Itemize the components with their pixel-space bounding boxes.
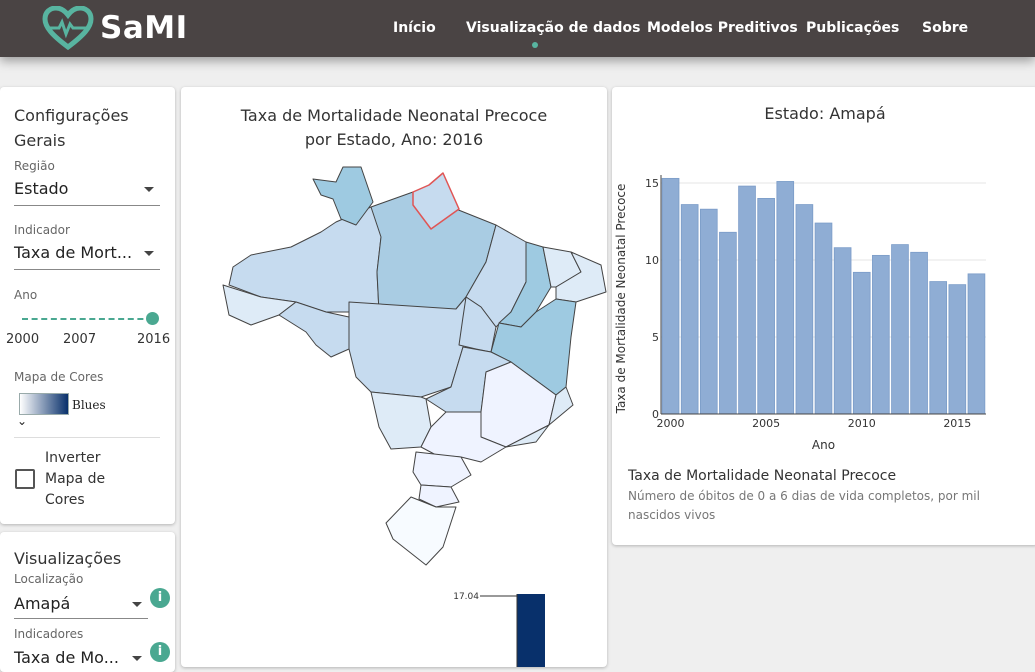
x-tick-label: 2015 (943, 417, 971, 430)
indicadores-select[interactable]: Taxa de Mo... (14, 648, 148, 672)
indicador-label: Indicador (14, 223, 70, 237)
bar[interactable] (757, 198, 775, 415)
indicador-value: Taxa de Mort... (14, 243, 133, 262)
nav-visualizacao[interactable]: Visualização de dados (466, 20, 641, 36)
ano-tick-2016: 2016 (137, 332, 171, 347)
y-tick-label: 10 (645, 254, 659, 267)
chevron-down-icon (144, 251, 154, 256)
mapa-cores-label: Mapa de Cores (14, 370, 104, 384)
map-title: Taxa de Mortalidade Neonatal Precoce por… (181, 104, 607, 152)
state-mato-grosso-sul (370, 391, 432, 450)
vis-card: Visualizações Localização Amapá i Indica… (0, 532, 175, 672)
heart-pulse-icon (42, 6, 94, 50)
state-mato-grosso (348, 296, 467, 398)
indicador-select[interactable]: Taxa de Mort... (14, 243, 160, 270)
y-tick-label: 0 (652, 408, 659, 421)
bar[interactable] (814, 222, 833, 415)
indicadores-label: Indicadores (14, 627, 84, 641)
state-roraima (312, 166, 374, 226)
localizacao-select[interactable]: Amapá (14, 594, 148, 619)
description-text: Número de óbitos de 0 a 6 dias de vida c… (628, 489, 980, 522)
brazil-map[interactable]: 17.04 (181, 87, 607, 667)
nav-sobre[interactable]: Sobre (922, 20, 969, 36)
x-tick-label: 2010 (848, 417, 876, 430)
y-axis-label: Taxa de Mortalidade Neonatal Precoce (614, 184, 628, 415)
bar[interactable] (967, 273, 986, 415)
bar[interactable] (795, 204, 814, 415)
bar-chart[interactable]: 0 5 10 15 2000 2005 2010 2015 Ano Taxa de Mortali… (612, 87, 1035, 457)
nav-publicacoes[interactable]: Publicações (806, 20, 900, 36)
scale-max-label: 17.04 (453, 592, 479, 602)
color-scale-bar (517, 594, 545, 667)
bar[interactable] (891, 244, 909, 415)
bar[interactable] (833, 247, 852, 415)
x-axis-label: Ano (812, 438, 835, 452)
chart-card: Estado: Amapá 0 5 10 15 2000 2005 2010 2015 Ano T… (612, 87, 1035, 545)
state-rondonia (278, 301, 350, 358)
bar[interactable] (910, 251, 928, 415)
ano-label: Ano (14, 288, 38, 302)
bar[interactable] (929, 281, 948, 415)
ano-slider-track[interactable] (22, 318, 153, 320)
colormap-swatch[interactable] (19, 393, 69, 415)
bar[interactable] (776, 181, 795, 415)
chevron-down-icon (132, 602, 142, 607)
active-nav-indicator (532, 42, 538, 48)
state-santa-catarina (418, 484, 460, 508)
map-title-line1: Taxa de Mortalidade Neonatal Precoce (240, 106, 548, 125)
regiao-label: Região (14, 159, 55, 173)
brand[interactable]: SaMI (42, 6, 188, 50)
localizacao-value: Amapá (14, 594, 71, 613)
nav-modelos[interactable]: Modelos Preditivos (647, 20, 798, 36)
bar[interactable] (699, 208, 718, 415)
bar[interactable] (738, 185, 756, 415)
ano-tick-2007: 2007 (63, 332, 97, 347)
state-rio-grande-sul (385, 496, 457, 566)
chart-title: Estado: Amapá (764, 104, 886, 123)
bar[interactable] (680, 204, 699, 415)
state-amapa (412, 172, 460, 230)
map-card: Taxa de Mortalidade Neonatal Precoce por… (181, 87, 607, 667)
bar[interactable] (719, 231, 737, 415)
y-tick-label: 5 (652, 331, 659, 344)
localizacao-label: Localização (14, 572, 84, 586)
vis-title: Visualizações (14, 549, 122, 568)
config-card: Configurações Gerais Região Estado Indic… (0, 87, 175, 524)
colormap-value[interactable]: Blues (72, 398, 106, 412)
ano-tick-2000: 2000 (6, 332, 40, 347)
chevron-down-icon (144, 187, 154, 192)
top-navbar: SaMI Início Visualização de dados Modelo… (0, 0, 1035, 57)
x-tick-label: 2000 (657, 417, 685, 430)
divider (14, 437, 160, 438)
bar[interactable] (661, 177, 680, 415)
state-rio-de-janeiro (505, 424, 550, 448)
brand-name: SaMI (100, 10, 188, 46)
nav-inicio[interactable]: Início (393, 20, 436, 36)
bar[interactable] (852, 271, 871, 415)
info-icon[interactable]: i (150, 642, 170, 662)
map-title-line2: por Estado, Ano: 2016 (304, 130, 484, 149)
bar[interactable] (948, 284, 967, 415)
x-tick-label: 2005 (752, 417, 780, 430)
description-title: Taxa de Mortalidade Neonatal Precoce (628, 468, 897, 484)
regiao-value: Estado (14, 179, 69, 198)
bar[interactable] (872, 254, 890, 415)
indicadores-value: Taxa de Mo... (14, 648, 119, 667)
inverter-label: Inverter Mapa de Cores (45, 450, 106, 508)
state-espirito-santo (548, 386, 574, 426)
info-icon[interactable]: i (150, 588, 170, 608)
inverter-checkbox[interactable] (15, 469, 35, 489)
y-tick-label: 15 (645, 177, 659, 190)
config-title: Configurações Gerais (14, 106, 129, 150)
chevron-down-icon[interactable]: ⌄ (17, 414, 28, 428)
ano-slider-handle[interactable] (146, 312, 159, 325)
regiao-select[interactable]: Estado (14, 179, 160, 206)
